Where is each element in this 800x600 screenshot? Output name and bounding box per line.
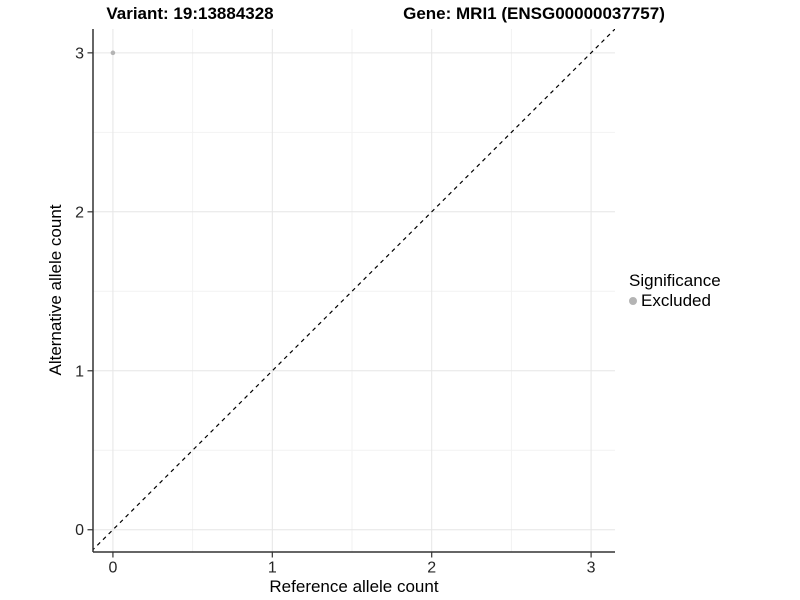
x-axis-title: Reference allele count — [269, 577, 439, 596]
x-tick-label: 2 — [427, 560, 436, 577]
y-axis-title: Alternative allele count — [46, 204, 65, 376]
y-tick-label: 1 — [75, 363, 84, 380]
data-point — [110, 50, 116, 56]
plot-title-variant: Variant: 19:13884328 — [106, 4, 274, 23]
y-tick-label: 3 — [75, 45, 84, 62]
identity-dashed-line — [93, 29, 615, 551]
x-tick-label: 3 — [587, 560, 596, 577]
x-tick-label: 1 — [268, 560, 277, 577]
legend-key-dot-icon — [629, 297, 637, 305]
legend: Significance Excluded — [629, 271, 721, 311]
y-tick-label: 2 — [75, 204, 84, 221]
plot-title-gene: Gene: MRI1 (ENSG00000037757) — [403, 4, 665, 23]
y-tick-label: 0 — [75, 522, 84, 539]
x-tick-label: 0 — [108, 560, 117, 577]
legend-item-label: Excluded — [641, 291, 711, 310]
legend-item-excluded: Excluded — [629, 291, 721, 311]
legend-title: Significance — [629, 271, 721, 290]
